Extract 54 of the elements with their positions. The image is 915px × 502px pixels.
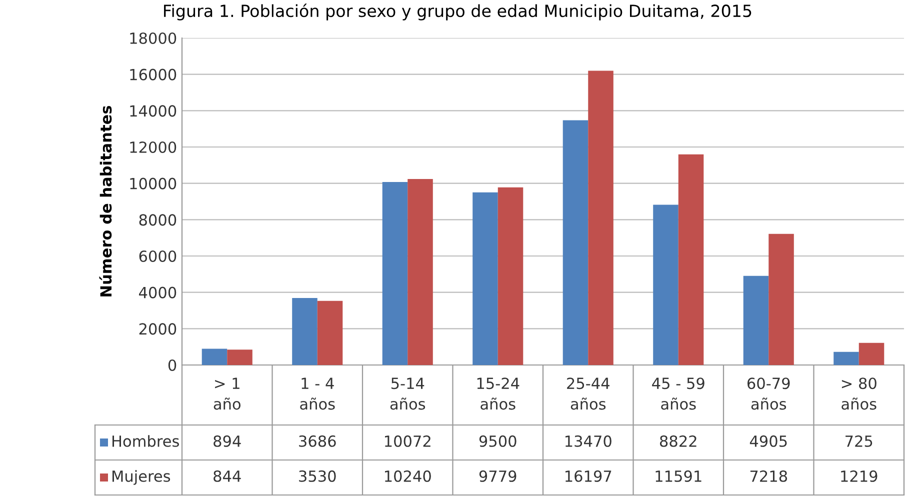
data-label: 13470 bbox=[566, 435, 612, 447]
y-tick-label: 16000 bbox=[130, 68, 176, 80]
chart-title: Figura 1. Población por sexo y grupo de edad Municipio Duitama, 2015 bbox=[164, 4, 752, 20]
bar bbox=[472, 192, 498, 365]
x-tick-label: 25-44 años bbox=[567, 378, 610, 410]
y-tick-label: 18000 bbox=[130, 32, 176, 44]
data-label: 3686 bbox=[299, 435, 336, 447]
data-label: 9500 bbox=[479, 435, 516, 447]
x-tick-label: 15-24 años bbox=[477, 378, 520, 410]
data-label: 9779 bbox=[479, 470, 516, 482]
data-label: 11591 bbox=[656, 470, 702, 482]
bar bbox=[653, 204, 678, 365]
y-tick-label: 8000 bbox=[139, 214, 176, 226]
x-tick-label: 1 - 4 años bbox=[300, 378, 335, 410]
bar bbox=[768, 234, 794, 365]
data-label: 844 bbox=[214, 470, 241, 482]
data-label: 7218 bbox=[750, 470, 788, 482]
x-tick-label: 60-79 años bbox=[747, 378, 790, 410]
legend-label: Hombres bbox=[112, 435, 179, 447]
bar bbox=[834, 352, 859, 365]
y-tick-label: 0 bbox=[168, 359, 176, 372]
data-label: 894 bbox=[214, 435, 241, 447]
bar bbox=[678, 154, 704, 365]
data-label: 725 bbox=[846, 435, 872, 447]
bar bbox=[562, 120, 588, 365]
y-tick-label: 4000 bbox=[139, 286, 176, 298]
y-tick-label: 12000 bbox=[130, 141, 176, 154]
legend-label: Mujeres bbox=[112, 470, 170, 485]
bar bbox=[202, 348, 228, 365]
x-tick-label: 45 - 59 años bbox=[652, 378, 704, 410]
y-tick-label: 2000 bbox=[139, 323, 176, 335]
data-label: 4905 bbox=[750, 435, 787, 447]
bar bbox=[408, 178, 433, 365]
bar bbox=[743, 276, 769, 365]
x-tick-label: > 1 año bbox=[214, 378, 240, 410]
x-tick-label: > 80 años bbox=[842, 378, 876, 410]
data-label: 1219 bbox=[841, 470, 878, 482]
bar bbox=[858, 342, 884, 365]
y-tick-label: 14000 bbox=[130, 105, 176, 117]
data-label: 8822 bbox=[660, 435, 696, 447]
data-label: 10072 bbox=[385, 435, 430, 447]
bar bbox=[498, 187, 524, 365]
y-tick-label: 10000 bbox=[130, 178, 176, 190]
bar bbox=[227, 350, 252, 365]
y-axis-title: Número de habitantes bbox=[99, 106, 112, 296]
data-label: 16197 bbox=[566, 470, 612, 482]
bar bbox=[317, 300, 343, 365]
data-label: 10240 bbox=[385, 470, 431, 482]
bar bbox=[382, 182, 408, 365]
bar bbox=[588, 70, 614, 365]
y-tick-label: 6000 bbox=[139, 250, 176, 262]
bar bbox=[292, 298, 318, 365]
x-tick-label: 5-14 años bbox=[390, 378, 426, 410]
data-label: 3530 bbox=[299, 470, 336, 482]
